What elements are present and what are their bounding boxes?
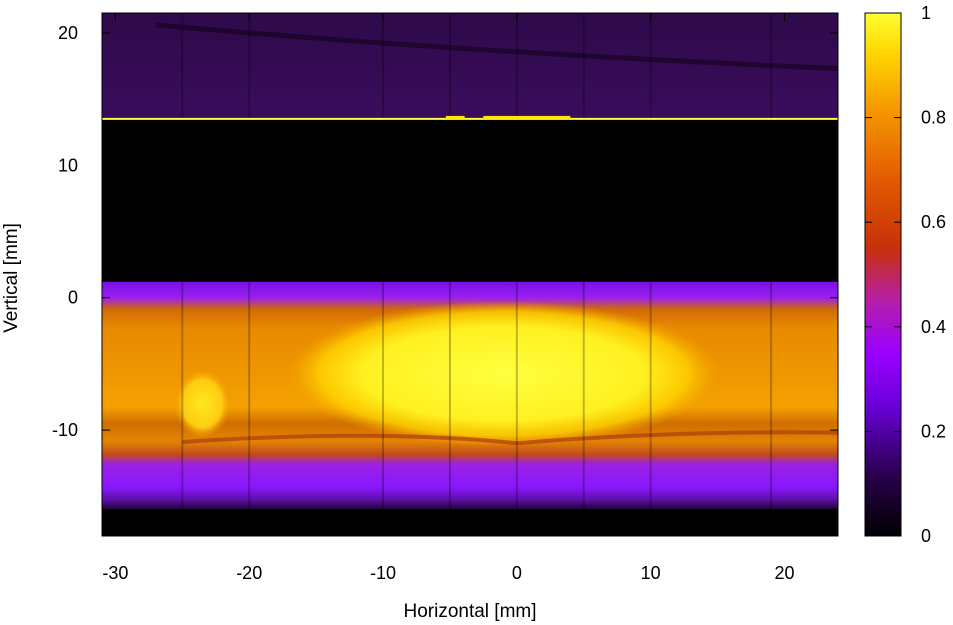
colorbar-tick-label: 0.6 <box>921 212 946 232</box>
beam-separation-curve <box>182 430 838 446</box>
y-tick-label: 0 <box>68 288 78 308</box>
beam-left-bright-spot <box>174 369 231 438</box>
x-tick-label: 0 <box>512 563 522 583</box>
x-tick-label: -10 <box>370 563 396 583</box>
x-axis: -30 -20 -10 0 10 20 <box>102 13 794 583</box>
y-tick-label: 10 <box>58 155 78 175</box>
x-tick-label: -20 <box>236 563 262 583</box>
colorbar-ticks: 0 0.2 0.4 0.6 0.8 1 <box>865 3 946 546</box>
colorbar-tick-label: 0.4 <box>921 317 946 337</box>
colorbar-tick-label: 0.8 <box>921 108 946 128</box>
colorbar-tick-label: 0.2 <box>921 421 946 441</box>
x-axis-title: Horizontal [mm] <box>403 601 536 622</box>
y-tick-label: -10 <box>52 420 78 440</box>
bright-line-segment <box>445 115 465 119</box>
x-tick-label: 20 <box>774 563 794 583</box>
plot-frame <box>101 12 839 537</box>
colorbar: 0 0.2 0.4 0.6 0.8 1 <box>864 3 946 546</box>
bright-line-segment <box>483 115 571 119</box>
vertical-seams <box>181 13 773 536</box>
x-tick-label: -30 <box>102 563 128 583</box>
heatmap-plot-area <box>102 13 838 536</box>
beam-core <box>286 300 721 447</box>
y-tick-label: 20 <box>58 23 78 43</box>
x-tick-label: 10 <box>641 563 661 583</box>
upper-band-shadow-line <box>155 22 838 72</box>
colorbar-tick-label: 1 <box>921 3 931 23</box>
y-axis: -10 0 10 20 <box>52 23 838 440</box>
colorbar-gradient <box>864 12 902 537</box>
y-axis-title: Vertical [mm] <box>1 223 22 333</box>
colorbar-tick-label: 0 <box>921 526 931 546</box>
